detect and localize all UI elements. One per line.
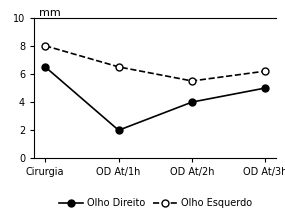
Legend: Olho Direito, Olho Esquerdo: Olho Direito, Olho Esquerdo <box>55 194 256 212</box>
Olho Esquerdo <box>264 70 267 72</box>
Olho Direito <box>264 87 267 89</box>
Olho Esquerdo <box>44 44 47 47</box>
Line: Olho Esquerdo: Olho Esquerdo <box>42 42 269 84</box>
Olho Esquerdo <box>117 66 120 68</box>
Olho Direito <box>190 101 194 103</box>
Olho Direito <box>44 66 47 68</box>
Olho Direito <box>117 129 120 132</box>
Olho Esquerdo <box>190 80 194 82</box>
Text: mm: mm <box>39 8 61 18</box>
Line: Olho Direito: Olho Direito <box>42 63 269 134</box>
